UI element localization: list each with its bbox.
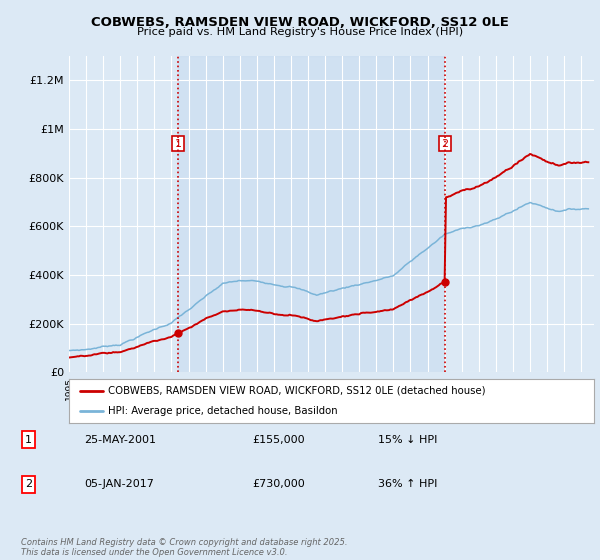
- Text: 2: 2: [25, 479, 32, 489]
- Text: Price paid vs. HM Land Registry's House Price Index (HPI): Price paid vs. HM Land Registry's House …: [137, 27, 463, 37]
- Text: £730,000: £730,000: [252, 479, 305, 489]
- Text: Contains HM Land Registry data © Crown copyright and database right 2025.
This d: Contains HM Land Registry data © Crown c…: [21, 538, 347, 557]
- Text: 15% ↓ HPI: 15% ↓ HPI: [378, 435, 437, 445]
- Text: COBWEBS, RAMSDEN VIEW ROAD, WICKFORD, SS12 0LE: COBWEBS, RAMSDEN VIEW ROAD, WICKFORD, SS…: [91, 16, 509, 29]
- Text: COBWEBS, RAMSDEN VIEW ROAD, WICKFORD, SS12 0LE (detached house): COBWEBS, RAMSDEN VIEW ROAD, WICKFORD, SS…: [109, 386, 486, 396]
- Text: 25-MAY-2001: 25-MAY-2001: [84, 435, 156, 445]
- Text: 2: 2: [441, 139, 448, 148]
- Text: 36% ↑ HPI: 36% ↑ HPI: [378, 479, 437, 489]
- Text: 05-JAN-2017: 05-JAN-2017: [84, 479, 154, 489]
- Text: 1: 1: [175, 139, 182, 148]
- Bar: [178, 56, 445, 372]
- Text: £155,000: £155,000: [252, 435, 305, 445]
- Text: 1: 1: [25, 435, 32, 445]
- Text: HPI: Average price, detached house, Basildon: HPI: Average price, detached house, Basi…: [109, 406, 338, 416]
